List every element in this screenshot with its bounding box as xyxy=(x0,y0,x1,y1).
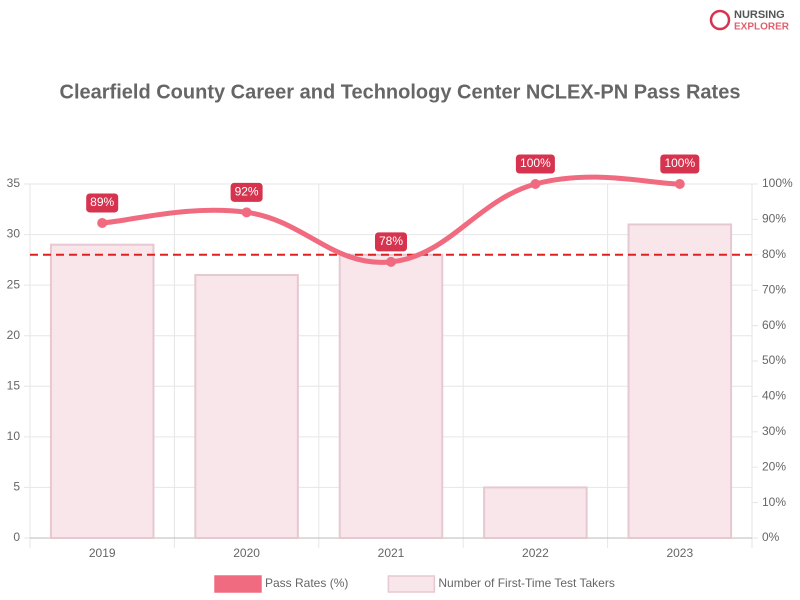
y-tick-label: 10 xyxy=(7,429,21,443)
data-label: 89% xyxy=(90,195,114,209)
bar xyxy=(627,223,733,539)
data-label: 100% xyxy=(664,156,695,170)
logo-icon xyxy=(709,9,731,31)
line-point xyxy=(241,207,252,218)
line-point xyxy=(386,256,396,267)
data-label: 100% xyxy=(520,156,551,170)
bar xyxy=(483,486,588,539)
x-tick-label: 2019 xyxy=(89,546,116,560)
data-label-box xyxy=(374,231,408,253)
logo-text: NURSING xyxy=(734,9,785,21)
y-tick-label: 15 xyxy=(7,378,21,392)
data-label-box xyxy=(659,153,701,175)
line-point xyxy=(674,179,685,189)
y2-tick-label: 100% xyxy=(762,176,793,190)
y2-tick-label: 90% xyxy=(762,212,786,226)
chart-title: Clearfield County Career and Technology … xyxy=(60,81,741,103)
y2-tick-label: 60% xyxy=(762,318,786,332)
data-label-box xyxy=(514,153,556,175)
x-tick-label: 2021 xyxy=(378,546,405,560)
y2-tick-label: 50% xyxy=(762,353,786,367)
y2-tick-label: 40% xyxy=(762,389,786,403)
logo-text: EXPLORER xyxy=(734,22,790,33)
y-tick-label: 25 xyxy=(7,277,21,291)
data-label-box xyxy=(229,181,264,203)
legend-swatch xyxy=(387,575,436,593)
y2-tick-label: 0% xyxy=(762,530,780,544)
legend-swatch xyxy=(214,575,262,593)
y2-tick-label: 20% xyxy=(762,459,786,473)
data-label-box xyxy=(85,192,120,214)
bar xyxy=(194,274,299,539)
x-tick-label: 2022 xyxy=(522,546,549,560)
y-tick-label: 0 xyxy=(13,530,20,544)
y2-tick-label: 80% xyxy=(762,247,786,261)
y-tick-label: 30 xyxy=(7,227,21,241)
x-tick-label: 2023 xyxy=(666,546,693,560)
x-tick-label: 2020 xyxy=(233,546,260,560)
y2-tick-label: 30% xyxy=(762,424,786,438)
bar xyxy=(49,243,155,540)
y-tick-label: 35 xyxy=(7,176,21,190)
line-point xyxy=(97,217,108,228)
data-label: 78% xyxy=(379,234,403,248)
logo: NURSING EXPLORER xyxy=(709,9,790,33)
y-tick-label: 5 xyxy=(13,480,20,494)
data-label: 92% xyxy=(235,184,259,198)
y2-tick-label: 70% xyxy=(762,282,786,296)
bar xyxy=(338,253,444,540)
legend-label: Number of First-Time Test Takers xyxy=(438,576,614,590)
line-point xyxy=(530,179,541,189)
y2-tick-label: 10% xyxy=(762,495,786,509)
y-tick-label: 20 xyxy=(7,328,21,342)
legend-label: Pass Rates (%) xyxy=(265,576,348,590)
